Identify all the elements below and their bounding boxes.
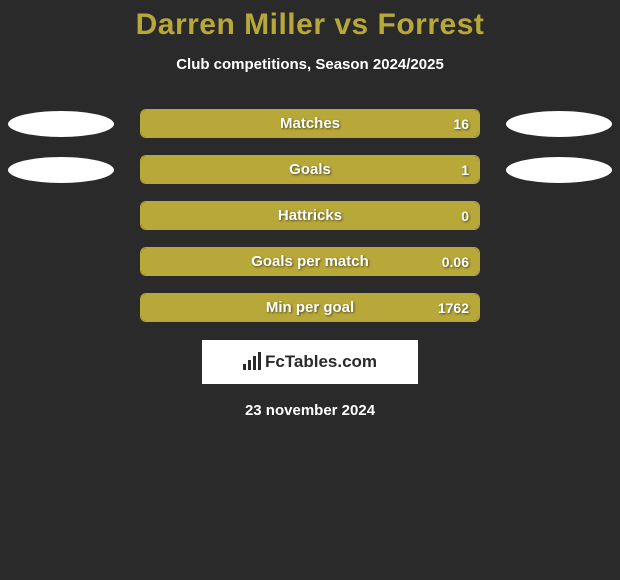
page-title: Darren Miller vs Forrest xyxy=(136,8,485,42)
stat-bar: Matches 16 xyxy=(140,109,480,138)
stat-row: Min per goal 1762 xyxy=(0,293,620,322)
player-left-marker xyxy=(8,111,114,137)
stat-value: 1762 xyxy=(438,300,469,316)
stat-label: Hattricks xyxy=(278,207,342,224)
source-logo-text: FcTables.com xyxy=(265,352,377,372)
page-subtitle: Club competitions, Season 2024/2025 xyxy=(176,56,444,73)
stat-row: Matches 16 xyxy=(0,109,620,138)
bar-chart-icon xyxy=(243,352,261,370)
stat-bar: Min per goal 1762 xyxy=(140,293,480,322)
stat-value: 1 xyxy=(461,162,469,178)
stat-value: 16 xyxy=(453,116,469,132)
source-logo: FcTables.com xyxy=(202,340,418,384)
stat-row: Goals 1 xyxy=(0,155,620,184)
player-left-marker xyxy=(8,157,114,183)
stats-area: Matches 16 Goals 1 Hattricks 0 xyxy=(0,109,620,322)
stat-row: Goals per match 0.06 xyxy=(0,247,620,276)
stat-row: Hattricks 0 xyxy=(0,201,620,230)
stat-value: 0.06 xyxy=(442,254,469,270)
stat-bar: Goals 1 xyxy=(140,155,480,184)
stats-comparison-card: Darren Miller vs Forrest Club competitio… xyxy=(0,0,620,419)
stat-bar: Goals per match 0.06 xyxy=(140,247,480,276)
stat-bar: Hattricks 0 xyxy=(140,201,480,230)
player-right-marker xyxy=(506,111,612,137)
player-right-marker xyxy=(506,157,612,183)
stat-label: Matches xyxy=(280,115,340,132)
stat-label: Goals per match xyxy=(251,253,369,270)
snapshot-date: 23 november 2024 xyxy=(245,402,375,419)
stat-value: 0 xyxy=(461,208,469,224)
stat-label: Min per goal xyxy=(266,299,354,316)
stat-label: Goals xyxy=(289,161,331,178)
